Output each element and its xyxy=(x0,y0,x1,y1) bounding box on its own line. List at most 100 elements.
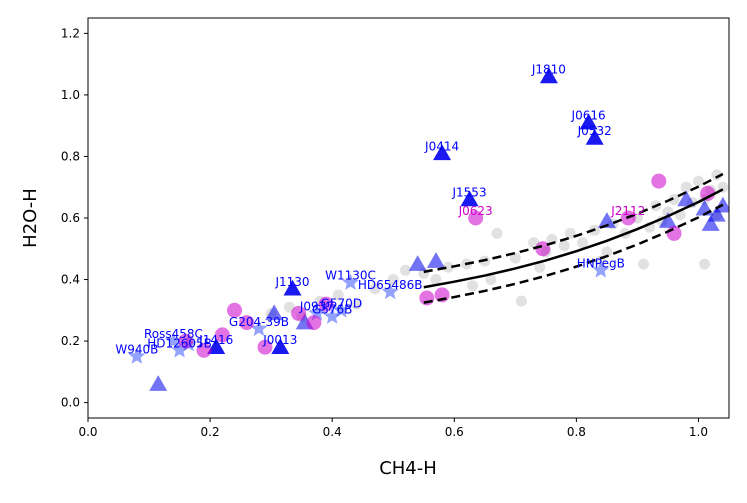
circle-point xyxy=(214,327,230,343)
point-label: G204-39B xyxy=(229,315,289,329)
circle-point xyxy=(257,339,273,355)
x-tick-label: 0.2 xyxy=(201,425,220,439)
axes-layer: 0.0 0.2 0.4 0.6 0.8 1.0 0.0 0.2 0.4 0.6 0.8 1.0 1.2 xyxy=(61,26,708,439)
triangle-point xyxy=(408,255,427,271)
comparison-point xyxy=(351,298,363,310)
triangle-point xyxy=(597,212,616,228)
y-tick-label: 1.2 xyxy=(61,26,80,40)
star-point xyxy=(250,319,268,337)
x-tick-label: 0.4 xyxy=(323,425,342,439)
circle-point xyxy=(306,315,322,331)
y-axis-title: H2O-H xyxy=(20,188,41,248)
comparison-point xyxy=(680,181,692,193)
fit-curve xyxy=(423,188,724,289)
triangle-point xyxy=(149,375,168,391)
circle-point xyxy=(535,241,551,257)
star-point xyxy=(341,273,360,290)
x-tick-label: 0.8 xyxy=(567,425,586,439)
point-label: J0532 xyxy=(577,124,612,138)
triangle-point xyxy=(433,144,452,161)
point-label: J0013 xyxy=(262,333,297,347)
triangle-point xyxy=(271,338,290,354)
triangle-point xyxy=(707,205,726,222)
comparison-point xyxy=(369,283,381,295)
comparison-point xyxy=(332,289,344,301)
comparison-point xyxy=(485,274,497,286)
x-axis-title: CH4-H xyxy=(379,458,437,479)
fit-layer xyxy=(423,172,724,304)
triangle-point xyxy=(585,129,604,145)
circle-point xyxy=(291,305,307,321)
x-tick-label: 0.6 xyxy=(445,425,464,439)
comparison-point xyxy=(442,261,454,273)
comparison-point xyxy=(699,258,711,270)
comparison-point xyxy=(711,169,723,181)
y-tick-label: 0.0 xyxy=(61,396,80,410)
point-label: J0414 xyxy=(424,139,459,153)
circle-point xyxy=(468,210,484,226)
circle-point xyxy=(651,173,667,189)
comparison-point xyxy=(638,258,650,270)
circle-point xyxy=(666,225,682,241)
star-point xyxy=(171,341,189,358)
circle-point xyxy=(178,333,194,349)
triangle-point xyxy=(579,113,598,130)
y-tick-label: 0.8 xyxy=(61,149,80,163)
point-label: J1810 xyxy=(531,62,566,76)
star-point xyxy=(323,307,341,324)
star-point xyxy=(128,347,146,364)
triangle-point xyxy=(677,190,696,207)
point-label: HNPegB xyxy=(577,256,625,270)
x-tick-label: 1.0 xyxy=(689,425,708,439)
triangle-point xyxy=(426,252,445,268)
star-point xyxy=(164,332,183,349)
y-tick-label: 0.4 xyxy=(61,273,80,287)
triangle-point xyxy=(265,304,284,321)
triangle-point xyxy=(460,190,479,207)
triangle-point xyxy=(207,338,226,354)
comparison-point xyxy=(399,264,411,276)
points-layer xyxy=(128,67,729,391)
y-tick-label: 0.2 xyxy=(61,334,80,348)
triangle-point xyxy=(539,67,558,84)
comparison-point xyxy=(534,261,546,273)
y-tick-label: 1.0 xyxy=(61,88,80,102)
comparison-point xyxy=(564,227,576,239)
comparison-point xyxy=(558,240,570,252)
star-point xyxy=(592,261,610,278)
comparison-point xyxy=(515,295,527,307)
point-label: W1130C xyxy=(325,269,376,283)
point-label: HD65486B xyxy=(358,278,423,292)
star-point xyxy=(332,301,350,318)
circle-point xyxy=(196,342,212,358)
comparison-point xyxy=(509,252,521,264)
circle-point xyxy=(227,302,243,318)
circle-point xyxy=(318,296,334,312)
circle-point xyxy=(239,315,255,331)
comparison-point xyxy=(467,280,479,292)
point-label: J1130 xyxy=(274,275,309,289)
triangle-point xyxy=(658,212,677,228)
y-tick-label: 0.6 xyxy=(61,211,80,225)
comparison-point xyxy=(692,175,704,187)
comparison-point xyxy=(430,274,442,286)
point-label: W940B xyxy=(115,342,158,356)
comparison-point xyxy=(576,237,588,249)
point-label: G576B xyxy=(312,302,352,316)
star-point xyxy=(381,282,399,300)
point-label: G570D xyxy=(321,296,362,310)
circle-point xyxy=(700,185,716,201)
comparison-point xyxy=(601,246,613,258)
x-tick-label: 0.0 xyxy=(78,425,97,439)
point-label: HD12605B xyxy=(147,336,212,350)
comparison-point xyxy=(387,274,399,286)
fit-lower-bound xyxy=(423,203,724,304)
point-label: Ross458C xyxy=(144,327,203,341)
point-label: J0623 xyxy=(458,204,493,218)
triangle-point xyxy=(283,279,302,296)
point-label: J2112 xyxy=(610,204,645,218)
